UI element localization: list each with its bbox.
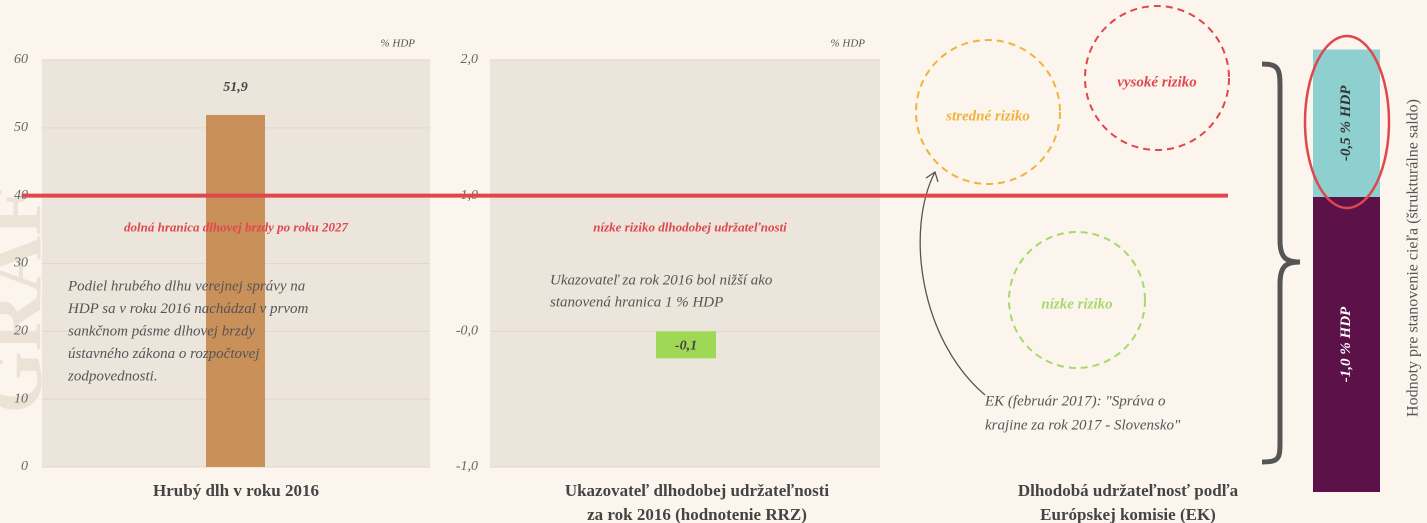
annotation: krajine za rok 2017 - Slovensko": [985, 417, 1181, 433]
y-tick-label: 20: [14, 324, 28, 339]
highlight-ellipse: [1303, 34, 1391, 210]
risk-label: nízke riziko: [1041, 296, 1112, 312]
annotation: sankčnom pásme dlhovej brzdy: [68, 323, 255, 339]
risk-circle: [1084, 5, 1230, 151]
reference-label: dolná hranica dlhovej brzdy po roku 2027: [124, 220, 348, 235]
bar: [206, 114, 265, 467]
annotation: stanovená hranica 1 % HDP: [550, 294, 723, 310]
annotation: EK (február 2017): "Správa o: [984, 393, 1166, 409]
y-tick-label: 0: [21, 459, 28, 474]
risk-label: vysoké riziko: [1117, 74, 1197, 90]
axis-label: Hodnoty pre stanovenie cieľa (štrukturál…: [1405, 99, 1422, 417]
plot-area: [490, 60, 880, 467]
y-tick-label: 40: [14, 188, 28, 203]
annotation: HDP sa v roku 2016 nachádzal v prvom: [67, 301, 309, 317]
value-label: -0,1: [675, 339, 697, 354]
y-tick-label: -0,0: [456, 324, 478, 339]
risk-circle: [1008, 231, 1146, 369]
chart-title: Dlhodobá udržateľnosť podľa: [1018, 481, 1239, 500]
y-tick-label: 50: [14, 120, 28, 135]
unit-label: % HDP: [830, 38, 865, 50]
chart-title: Ukazovateľ dlhodobej udržateľnosti: [565, 481, 830, 500]
unit-label: % HDP: [380, 38, 415, 50]
chart-title: Hrubý dlh v roku 2016: [153, 481, 319, 500]
chart-title: za rok 2016 (hodnotenie RRZ): [587, 505, 807, 523]
segment-label: -0,5 % HDP: [1338, 85, 1354, 161]
risk-label: stredné riziko: [945, 108, 1030, 124]
y-tick-label: 10: [14, 391, 28, 406]
annotation: Podiel hrubého dlhu verejnej správy na: [67, 278, 305, 294]
chart-title: Európskej komisie (EK): [1040, 505, 1216, 523]
reference-label: nízke riziko dlhodobej udržateľnosti: [593, 220, 787, 235]
y-tick-label: -1,0: [456, 459, 478, 474]
y-tick-label: 2,0: [461, 52, 479, 67]
bar-segment: [1313, 197, 1380, 492]
bar-segment: [1313, 49, 1380, 197]
value-label: 51,9: [223, 80, 248, 95]
y-tick-label: 60: [14, 52, 28, 67]
segment-label: -1,0 % HDP: [1338, 306, 1354, 382]
brace: [1261, 61, 1301, 465]
arrow: [919, 170, 986, 396]
annotation: Ukazovateľ za rok 2016 bol nižší ako: [550, 272, 773, 288]
y-tick-label: 30: [13, 256, 28, 271]
annotation: zodpovednosti.: [67, 368, 158, 384]
annotation: ústavného zákona o rozpočtovej: [68, 346, 260, 362]
risk-circle: [915, 39, 1061, 185]
bar: [656, 331, 716, 345]
